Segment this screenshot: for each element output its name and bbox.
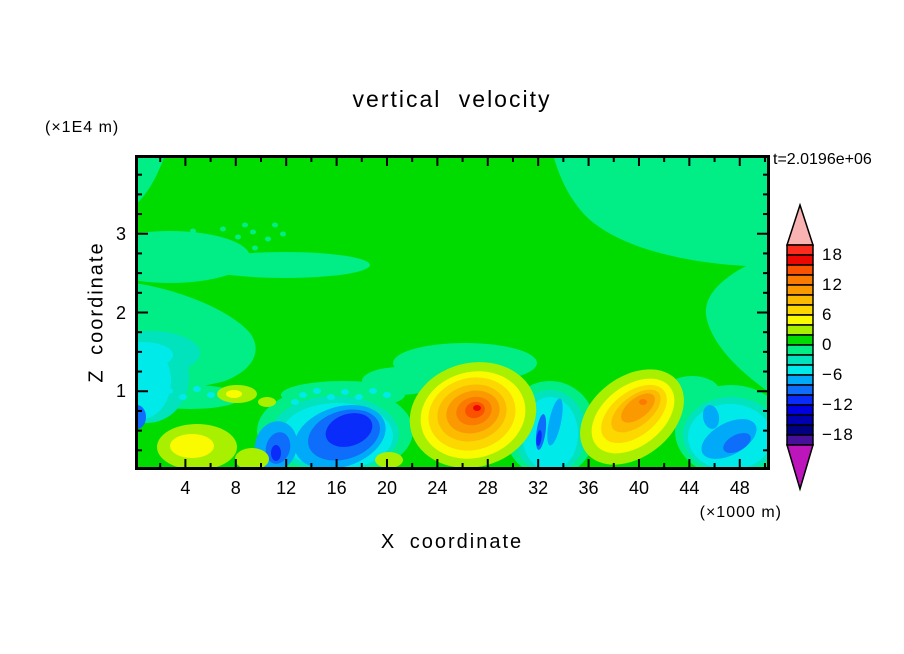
- contour-region: [235, 448, 269, 470]
- contour-region: [170, 434, 214, 458]
- contour-region: [135, 155, 165, 205]
- colorbar-tick-label: 12: [822, 275, 843, 294]
- colorbar-box: [786, 324, 814, 336]
- colorbar-tick-label: −18: [822, 425, 854, 444]
- x-axis-unit-label: (×1000 m): [699, 504, 782, 521]
- colorbar-tick-label: −12: [822, 395, 854, 414]
- contour-speckle: [165, 388, 173, 394]
- contour-region: [705, 255, 770, 393]
- y-tick-label: 2: [115, 302, 126, 323]
- x-tick-label: 40: [628, 478, 649, 498]
- contour-region: [553, 155, 770, 267]
- x-tick-label: 8: [230, 478, 241, 498]
- colorbar-over-arrow: [785, 203, 815, 246]
- colorbar-box: [786, 364, 814, 376]
- contour-speckle: [250, 229, 256, 235]
- colorbar-box: [786, 314, 814, 326]
- x-axis-title: X coordinate: [380, 531, 524, 553]
- colorbar-box: [786, 414, 814, 426]
- colorbar-under-arrow: [785, 444, 815, 492]
- contour-speckle: [227, 244, 233, 250]
- time-annotation: t=2.0196e+06: [773, 151, 872, 168]
- colorbar-tick-label: −6: [822, 365, 844, 384]
- colorbar: [785, 203, 815, 492]
- colorbar-box: [786, 294, 814, 306]
- colorbar-box: [786, 274, 814, 286]
- contour-speckle: [291, 399, 299, 405]
- contour-speckle: [299, 392, 307, 398]
- contour-speckle: [193, 386, 201, 392]
- colorbar-tick-label: 0: [822, 335, 833, 354]
- contour-region: [536, 430, 542, 446]
- contour-field: [135, 155, 770, 470]
- colorbar-box: [786, 394, 814, 406]
- contour-region: [258, 397, 276, 407]
- plot-area: [135, 155, 770, 470]
- contour-region: [723, 433, 751, 453]
- contour-speckle: [220, 226, 226, 232]
- x-tick-label: 44: [679, 478, 700, 498]
- contour-region: [135, 342, 173, 368]
- contour-speckle: [272, 222, 278, 228]
- contour-speckle: [383, 392, 391, 398]
- colorbar-box: [786, 254, 814, 266]
- contour-region: [325, 413, 373, 447]
- contour-region: [271, 445, 281, 461]
- contour-speckle: [197, 245, 203, 251]
- colorbar-tick-label: 6: [822, 305, 833, 324]
- colorbar-box: [786, 304, 814, 316]
- plot-frame: [135, 155, 770, 470]
- contour-region: [473, 405, 481, 411]
- contour-speckle: [313, 388, 321, 394]
- colorbar-box: [786, 424, 814, 436]
- contour-speckle: [179, 394, 187, 400]
- contour-speckle: [280, 231, 286, 237]
- contour-region: [375, 452, 403, 468]
- contour-region: [702, 405, 720, 429]
- contour-speckle: [369, 388, 377, 394]
- contour-speckle: [327, 394, 335, 400]
- colorbar-box: [786, 244, 814, 256]
- colorbar-box: [786, 284, 814, 296]
- colorbar-box: [786, 384, 814, 396]
- contour-speckle: [252, 245, 258, 251]
- x-tick-label: 28: [477, 478, 498, 498]
- x-tick-label: 36: [578, 478, 599, 498]
- x-tick-label: 20: [376, 478, 397, 498]
- x-tick-label: 48: [729, 478, 750, 498]
- x-tick-label: 24: [427, 478, 448, 498]
- colorbar-box: [786, 374, 814, 386]
- contour-speckle: [204, 236, 210, 242]
- colorbar-box: [786, 354, 814, 366]
- y-tick-label: 1: [115, 381, 126, 402]
- x-tick-label: 16: [326, 478, 347, 498]
- colorbar-tick-label: 18: [822, 245, 843, 264]
- contour-speckle: [190, 228, 196, 234]
- contour-region: [547, 398, 563, 446]
- contour-region: [200, 252, 370, 278]
- contour-speckle: [341, 389, 349, 395]
- x-tick-label: 4: [180, 478, 191, 498]
- x-tick-label: 32: [528, 478, 549, 498]
- colorbar-box: [786, 264, 814, 276]
- y-axis-unit-label: (×1E4 m): [45, 119, 120, 136]
- contour-region: [639, 399, 647, 405]
- colorbar-box: [786, 334, 814, 346]
- contour-speckle: [242, 222, 248, 228]
- contour-speckle: [265, 236, 271, 242]
- y-tick-label: 3: [115, 223, 126, 244]
- colorbar-box: [786, 344, 814, 356]
- contour-speckle: [355, 394, 363, 400]
- colorbar-box: [786, 404, 814, 416]
- field-shapes: [135, 155, 770, 470]
- colorbar-box: [786, 434, 814, 446]
- plot-title: vertical velocity: [352, 86, 552, 112]
- contour-speckle: [235, 234, 241, 240]
- x-tick-label: 12: [276, 478, 297, 498]
- contour-region: [226, 390, 242, 398]
- contour-speckle: [207, 392, 215, 398]
